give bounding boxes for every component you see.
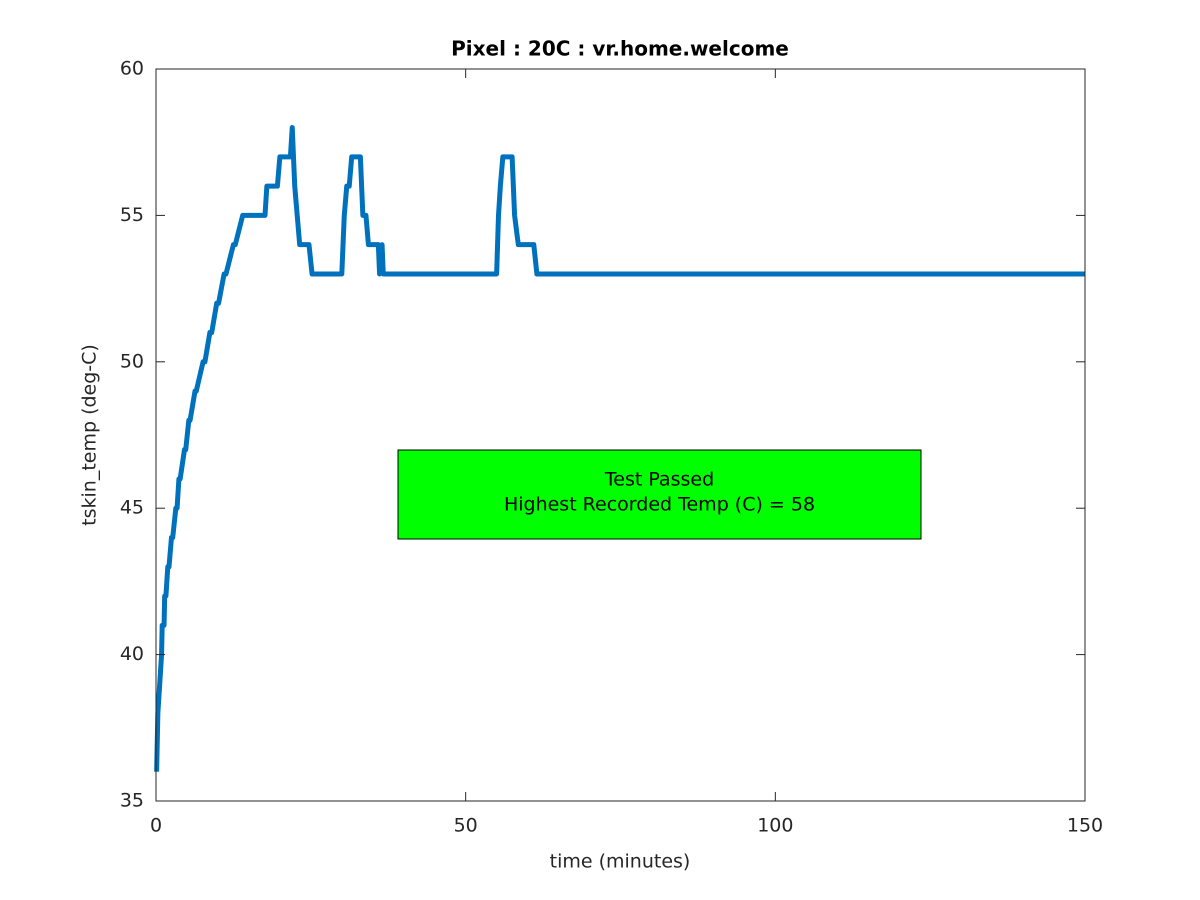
y-tick-label: 40 (120, 643, 144, 665)
chart-title: Pixel : 20C : vr.home.welcome (451, 37, 789, 61)
x-tick-label: 100 (757, 815, 793, 837)
y-tick-label: 55 (120, 204, 144, 226)
y-tick-label: 60 (120, 58, 144, 80)
x-tick-label: 150 (1067, 815, 1103, 837)
y-axis-label: tskin_temp (deg-C) (79, 344, 101, 526)
x-tick-label: 0 (150, 815, 162, 837)
y-tick-label: 45 (120, 497, 144, 519)
y-tick-label: 35 (120, 790, 144, 812)
annotation-text: Highest Recorded Temp (C) = 58 (504, 494, 815, 516)
y-tick-label: 50 (120, 350, 144, 372)
annotation-text: Test Passed (604, 469, 714, 491)
annotation-box (397, 449, 922, 540)
data-line (154, 125, 1085, 772)
axes-box (155, 68, 1086, 802)
x-tick-label: 50 (454, 815, 478, 837)
x-axis-label: time (minutes) (550, 851, 691, 873)
